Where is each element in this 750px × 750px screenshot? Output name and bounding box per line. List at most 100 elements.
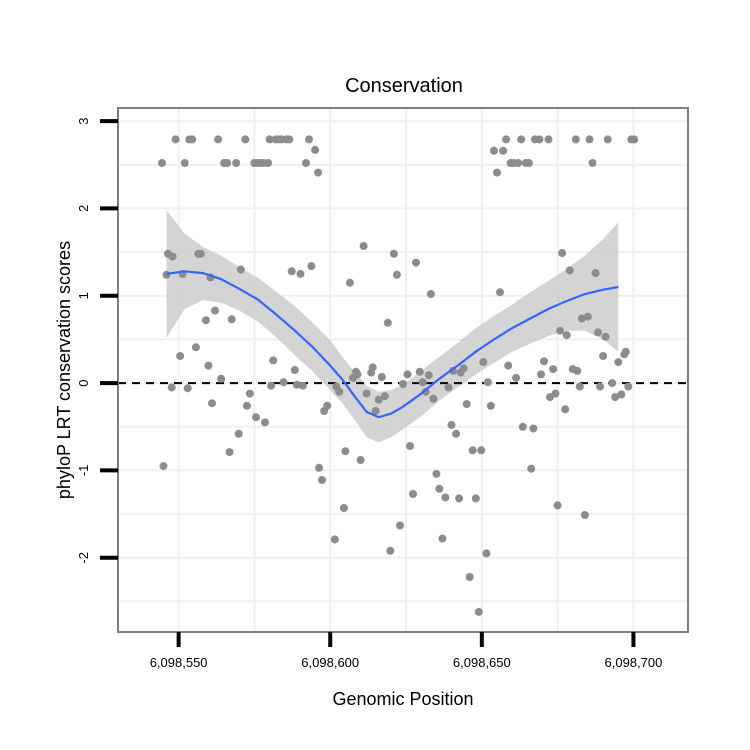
- data-point: [267, 381, 276, 390]
- data-point: [551, 389, 560, 398]
- data-point: [490, 146, 498, 155]
- data-point: [374, 395, 383, 404]
- data-point: [245, 389, 254, 398]
- y-tick-label: -2: [76, 552, 91, 564]
- data-point: [315, 463, 323, 472]
- data-point: [502, 135, 511, 144]
- data-point: [318, 476, 326, 484]
- data-point: [449, 366, 457, 375]
- data-point: [562, 331, 571, 340]
- data-point: [252, 413, 260, 422]
- data-point: [314, 168, 323, 177]
- data-point: [292, 380, 301, 389]
- data-point: [529, 424, 538, 433]
- data-point: [214, 135, 223, 144]
- data-point: [211, 306, 219, 315]
- x-axis-title: Genomic Position: [332, 689, 473, 709]
- data-point: [621, 347, 630, 356]
- data-point: [535, 135, 544, 144]
- data-point: [191, 343, 200, 352]
- data-point: [617, 390, 626, 399]
- data-point: [611, 393, 620, 402]
- data-point: [307, 262, 316, 271]
- y-tick-label: 2: [76, 205, 91, 212]
- data-point: [371, 407, 380, 415]
- data-point: [426, 290, 435, 298]
- data-point: [159, 462, 168, 471]
- data-point: [474, 607, 483, 616]
- data-point: [383, 318, 392, 327]
- data-point: [188, 135, 197, 144]
- chart-title: Conservation: [345, 75, 463, 97]
- data-point: [399, 380, 407, 388]
- data-point: [356, 456, 365, 464]
- data-point: [418, 378, 427, 387]
- data-point: [225, 448, 234, 457]
- data-point: [558, 249, 567, 257]
- data-point: [183, 384, 192, 393]
- data-point: [180, 159, 189, 167]
- y-axis-ticks: -2 -1 0 1 2 3: [76, 117, 118, 564]
- data-point: [290, 366, 299, 374]
- data-point: [455, 494, 464, 503]
- data-point: [477, 446, 486, 455]
- data-point: [601, 332, 610, 341]
- data-point: [296, 269, 305, 278]
- y-tick-label: 3: [76, 117, 91, 124]
- data-point: [556, 326, 565, 335]
- data-point: [279, 378, 288, 387]
- x-axis-ticks: 6,098,550 6,098,600 6,098,650 6,098,700: [150, 632, 662, 670]
- data-point: [311, 145, 320, 154]
- data-point: [236, 265, 245, 274]
- data-point: [493, 168, 501, 177]
- data-point: [264, 159, 273, 167]
- data-point: [544, 135, 553, 144]
- data-point: [486, 401, 495, 410]
- data-point: [583, 312, 592, 321]
- data-point: [585, 135, 594, 144]
- smooth-fit-line: [166, 270, 619, 419]
- data-point: [468, 446, 477, 455]
- y-tick-label: 1: [76, 292, 91, 299]
- data-point: [362, 389, 371, 398]
- data-point: [167, 383, 176, 392]
- y-axis-title: phyloP LRT conservation scores: [54, 241, 74, 499]
- data-point: [591, 269, 600, 278]
- data-point: [353, 370, 362, 379]
- data-point: [162, 270, 171, 279]
- data-point: [377, 373, 386, 381]
- data-point: [518, 422, 527, 431]
- data-point: [201, 316, 210, 325]
- confidence-band-layer: [166, 210, 619, 443]
- data-point: [580, 511, 589, 519]
- data-point: [608, 379, 617, 388]
- data-point: [409, 490, 417, 498]
- data-point: [227, 315, 236, 324]
- data-point: [396, 521, 404, 530]
- data-point: [305, 135, 313, 144]
- data-point: [345, 278, 354, 287]
- data-point: [596, 382, 605, 391]
- plot-panel-background: [118, 108, 688, 632]
- data-point: [435, 484, 444, 493]
- data-point: [335, 387, 344, 396]
- data-point: [512, 373, 521, 382]
- data-point: [223, 159, 232, 167]
- data-point: [429, 394, 438, 403]
- data-point: [549, 365, 558, 374]
- data-point: [424, 371, 433, 380]
- data-point: [594, 328, 602, 337]
- data-point: [483, 378, 492, 387]
- data-point: [459, 364, 468, 373]
- confidence-band: [166, 210, 619, 443]
- data-point: [452, 429, 461, 438]
- data-point: [234, 429, 243, 438]
- data-point: [323, 401, 332, 410]
- data-point: [406, 442, 414, 450]
- data-point: [479, 358, 488, 367]
- data-point: [441, 493, 450, 502]
- data-point: [527, 464, 536, 473]
- smooth-line-layer: [166, 270, 619, 419]
- data-point: [517, 135, 526, 144]
